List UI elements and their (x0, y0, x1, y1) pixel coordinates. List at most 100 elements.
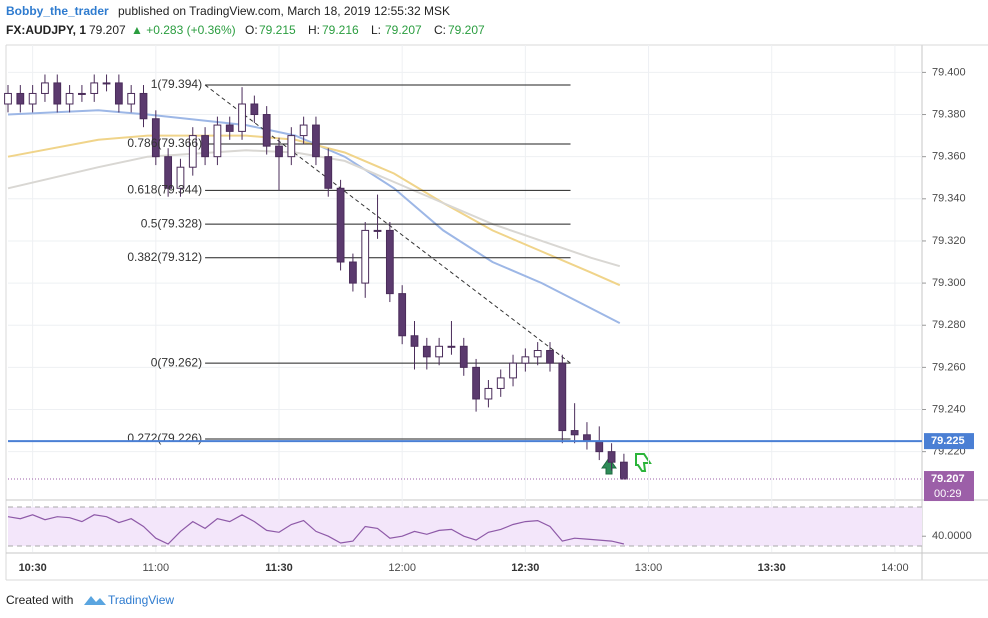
published: published on TradingView.com, March 18, … (118, 4, 450, 18)
ohlc-label: H: (308, 23, 320, 37)
candle-body (78, 92, 86, 95)
x-tick-label: 10:30 (19, 562, 47, 574)
candle-body (361, 229, 370, 284)
candle-body (176, 166, 185, 189)
candle-body (102, 82, 111, 85)
moving-average (7, 149, 621, 268)
ohlc-label: C: (434, 23, 446, 37)
candle-body (422, 345, 431, 358)
y-tick-label: 79.240 (932, 403, 966, 415)
footer-prefix: Created with (6, 593, 73, 607)
candle-body (595, 440, 604, 453)
candle-body (472, 366, 480, 400)
x-tick-label: 11:30 (265, 562, 293, 574)
candle-body (570, 430, 579, 436)
plot-layer (4, 45, 922, 552)
y-tick-label: 79.380 (932, 108, 966, 120)
countdown: 00:29 (934, 488, 962, 500)
x-tick-label: 14:00 (881, 562, 909, 574)
y-tick-label: 79.300 (932, 277, 966, 289)
y-tick-label: 79.260 (932, 361, 966, 373)
last-price-box (924, 471, 974, 502)
candle-body (496, 377, 505, 389)
ohlc-value: 79.215 (259, 23, 296, 37)
author[interactable]: Bobby_the_trader (6, 4, 109, 18)
fib-label: 0.5(79.328) (141, 216, 202, 230)
candle-body (151, 118, 160, 158)
rsi-line (7, 514, 625, 545)
candle-body (533, 350, 542, 358)
candle-body (4, 92, 12, 105)
fib-label: 1(79.394) (151, 77, 202, 91)
candle-body (275, 145, 283, 158)
candle-body (324, 156, 333, 189)
x-tick-label: 13:00 (635, 562, 663, 574)
candle-body (459, 345, 468, 368)
candle-body (484, 387, 493, 400)
horizontal-line-label: 79.225 (931, 435, 965, 447)
rsi-tick-label: 40.0000 (932, 530, 972, 542)
candle-body (607, 451, 616, 463)
ohlc-value: 79.207 (448, 23, 485, 37)
candle-body (188, 135, 197, 168)
thumbs-down-icon (635, 453, 652, 472)
x-tick-label: 12:30 (511, 562, 539, 574)
candle-body (16, 92, 25, 105)
candle-body (201, 135, 209, 158)
candle-body (385, 229, 394, 295)
y-tick-label: 79.280 (932, 319, 966, 331)
y-tick-label: 79.360 (932, 151, 966, 163)
candle-body (312, 124, 320, 158)
candle-body (558, 362, 567, 432)
x-tick-label: 11:00 (142, 562, 169, 574)
ohlc-value: 79.216 (322, 23, 359, 37)
candle-body (250, 103, 259, 116)
ohlc-value: 79.207 (385, 23, 422, 37)
candle-body (521, 356, 530, 364)
fib-label: 0.786(79.366) (127, 136, 202, 150)
footer-brand[interactable]: TradingView (108, 593, 174, 607)
x-tick-label: 12:00 (388, 562, 416, 574)
candle-body (238, 103, 246, 132)
ohlc-label: O: (245, 23, 258, 37)
candle-body (262, 114, 271, 147)
candle-body (546, 350, 554, 364)
moving-average (7, 134, 621, 287)
fib-label: 0(79.262) (151, 355, 202, 369)
candle-body (620, 461, 628, 480)
symbol: FX:AUDJPY, 1 (6, 23, 86, 37)
candle-body (373, 229, 382, 232)
candle-body (213, 124, 222, 158)
y-tick-label: 79.340 (932, 193, 966, 205)
candle-body (435, 345, 444, 358)
candle-body (410, 335, 419, 347)
rsi-band (8, 507, 922, 546)
candle-body (114, 82, 123, 105)
last-price-label: 79.207 (931, 473, 965, 485)
candle-body (139, 92, 148, 120)
price: 79.207 (89, 23, 126, 37)
y-tick-label: 79.400 (932, 66, 966, 78)
y-tick-label: 79.320 (932, 235, 966, 247)
candle-body (509, 362, 517, 379)
horizontal-line-box (924, 433, 974, 450)
candle-body (90, 82, 99, 94)
ohlc-label: L: (371, 23, 381, 37)
candle-body (299, 124, 308, 137)
candle-body (65, 92, 74, 105)
candle-body (127, 92, 136, 105)
candle-body (225, 124, 234, 132)
fib-label: 0.382(79.312) (127, 250, 202, 264)
candle-body (53, 82, 62, 105)
candle-body (287, 135, 296, 158)
candle-body (336, 187, 345, 263)
candle-body (28, 92, 37, 105)
candle-body (398, 293, 407, 337)
change: ▲ +0.283 (+0.36%) (131, 23, 236, 37)
brand-logo (84, 596, 106, 605)
fib-label: 0.272(79.226) (127, 431, 202, 445)
candle-body (447, 345, 456, 348)
x-tick-label: 13:30 (758, 562, 786, 574)
